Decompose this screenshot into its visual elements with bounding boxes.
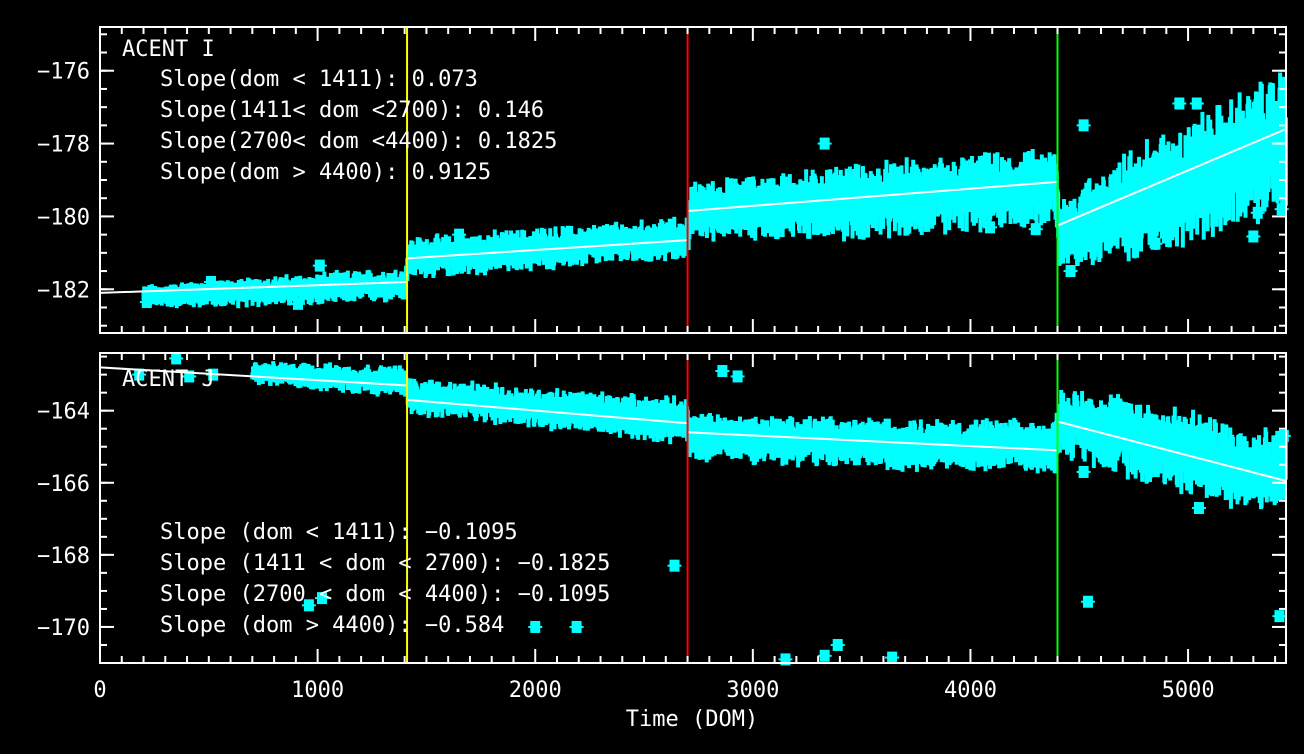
slope-annotation: Slope(2700< dom <4400): 0.1825 <box>160 129 557 154</box>
slope-annotation: Slope(dom < 1411): 0.073 <box>160 67 478 92</box>
x-tick-label: 1000 <box>291 678 344 703</box>
panel-title: ACENT J <box>122 367 215 392</box>
fit-line <box>99 281 408 294</box>
x-tick-label: 4000 <box>944 678 997 703</box>
slope-annotation: Slope (2700 < dom < 4400): −0.1095 <box>160 582 610 607</box>
data-point <box>1178 132 1183 200</box>
x-axis: 0 1000 2000 3000 4000 5000 <box>93 678 1214 703</box>
fit-line <box>99 366 408 387</box>
data-point <box>484 399 489 421</box>
x-axis-label: Time (DOM) <box>626 707 758 732</box>
y-tick-label: −168 <box>37 544 90 569</box>
x-tick-label: 2000 <box>509 678 562 703</box>
fit-line <box>1057 128 1287 227</box>
y-tick-label: −164 <box>37 400 90 425</box>
data-point <box>536 389 541 413</box>
data-point <box>675 230 680 259</box>
data-point <box>1211 448 1216 496</box>
y-tick-label: −180 <box>37 205 90 230</box>
slope-annotation: Slope(1411< dom <2700): 0.146 <box>160 98 544 123</box>
panel-title: ACENT I <box>122 37 215 62</box>
x-tick-label: 5000 <box>1162 678 1215 703</box>
y-tick-label: −182 <box>37 278 90 303</box>
data-band <box>250 361 1288 510</box>
data-point <box>1156 419 1161 446</box>
y-tick-label: −170 <box>37 616 90 641</box>
fit-line <box>1057 420 1287 482</box>
fit-line <box>406 398 688 425</box>
data-point <box>1099 209 1104 243</box>
data-point <box>857 186 862 240</box>
plot-frame <box>99 352 1287 664</box>
data-point <box>625 417 630 430</box>
data-point <box>957 422 962 454</box>
slope-annotation: Slope (1411 < dom < 2700): −0.1825 <box>160 551 610 576</box>
fit-line <box>687 431 1058 452</box>
x-tick-label: 0 <box>93 678 106 703</box>
y-tick-label: −176 <box>37 60 90 85</box>
fit-line <box>406 239 688 260</box>
y-tick-label: −166 <box>37 472 90 497</box>
slope-annotation: Slope (dom > 4400): −0.584 <box>160 613 504 638</box>
slope-annotation: Slope(dom > 4400): 0.9125 <box>160 160 491 185</box>
data-point <box>1230 437 1235 469</box>
panel-acent-j: −164 −166 −168 −170 ACENT J Slope (dom < 1411… <box>37 352 1291 666</box>
y-tick-label: −178 <box>37 133 90 158</box>
fit-line <box>687 180 1058 212</box>
slope-annotation: Slope (dom < 1411): −0.1095 <box>160 520 518 545</box>
x-tick-label: 3000 <box>726 678 779 703</box>
data-point <box>463 397 468 418</box>
data-point <box>1282 471 1287 500</box>
panel-acent-i: −176 −178 −180 −182 ACENT I Slope(dom < 1411)… <box>37 26 1289 334</box>
